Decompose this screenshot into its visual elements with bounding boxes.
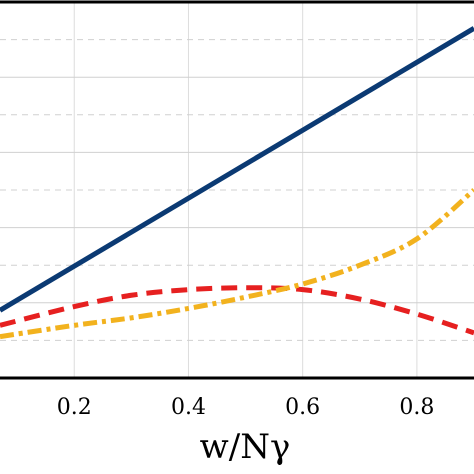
grid <box>0 2 474 378</box>
series-layer <box>0 26 474 340</box>
x-tick-label-0: 0.2 <box>57 395 92 420</box>
x-tick-label-3: 0.8 <box>399 395 434 420</box>
plot-frame <box>0 0 474 380</box>
x-tick-label-2: 0.6 <box>285 395 320 420</box>
x-axis-label: w/Nγ <box>200 427 291 467</box>
x-ticks: 0.2 0.4 0.6 0.8 <box>57 395 435 420</box>
series-line-1 <box>0 285 474 336</box>
series-line-0 <box>0 26 474 313</box>
x-tick-label-1: 0.4 <box>171 395 206 420</box>
series-line-2 <box>0 188 474 340</box>
